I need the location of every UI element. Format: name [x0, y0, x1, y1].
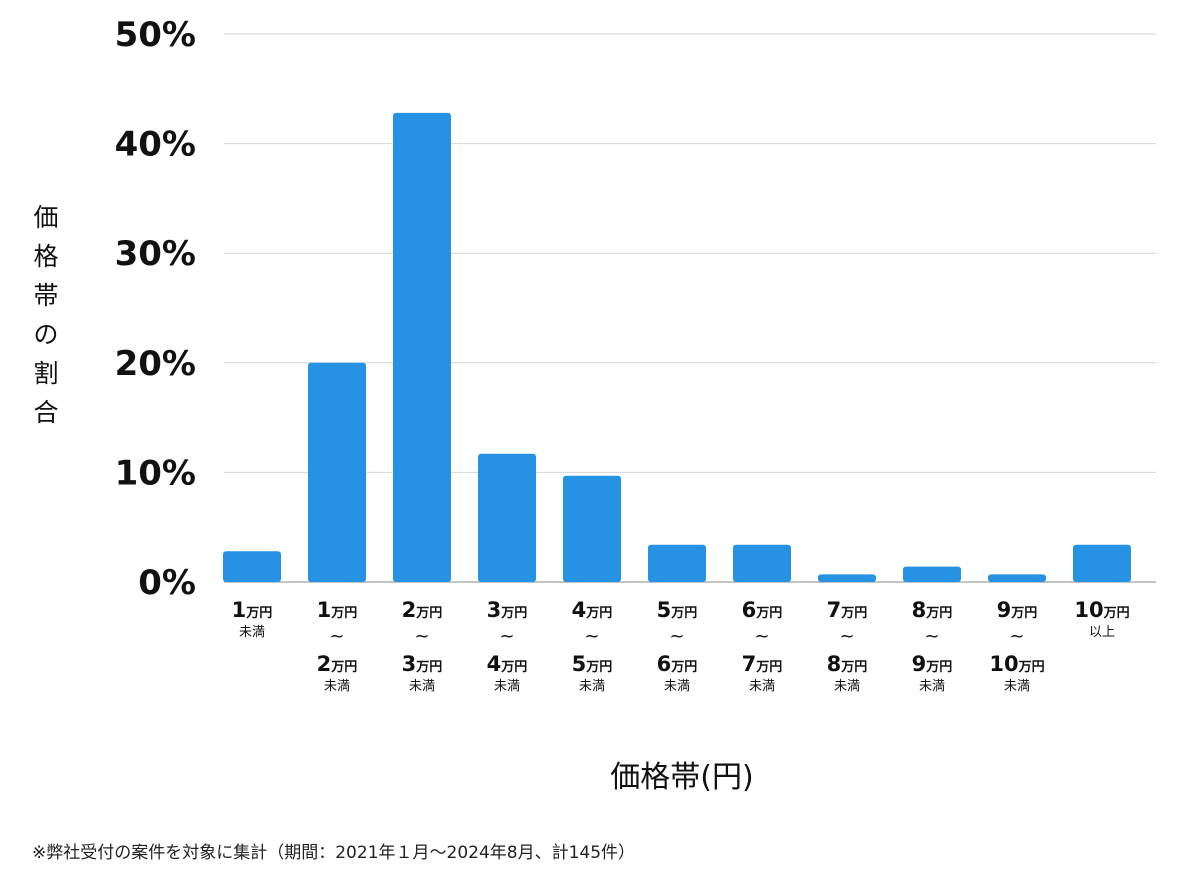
y-axis-label-char: 格 — [33, 242, 58, 271]
range-mark: ~ — [754, 626, 769, 647]
y-axis-label-char: の — [33, 320, 58, 349]
category-amount: 5万円 — [657, 598, 698, 622]
x-axis-label: 価格帯(円) — [610, 760, 753, 795]
y-tick-labels: 0% 10% 20% 30% 40% 50% — [115, 15, 196, 603]
category-amount: 9万円 — [997, 598, 1038, 622]
y-axis-label-char: 帯 — [33, 281, 58, 310]
y-tick-label: 0% — [138, 563, 196, 603]
category-note: 未満 — [324, 679, 350, 694]
category-amount: 8万円 — [827, 652, 868, 676]
y-axis-label-char: 合 — [33, 398, 58, 427]
category-amount: 2万円 — [402, 598, 443, 622]
category-note: 未満 — [494, 679, 520, 694]
category-amount: 7万円 — [827, 598, 868, 622]
category-note: 未満 — [664, 679, 690, 694]
category-amount: 4万円 — [487, 652, 528, 676]
bar — [988, 574, 1046, 582]
y-tick-label: 20% — [115, 344, 196, 384]
range-mark: ~ — [499, 626, 514, 647]
category-amount: 3万円 — [402, 652, 443, 676]
category-note: 未満 — [919, 679, 945, 694]
y-tick-label: 10% — [115, 453, 196, 493]
category-amount: 4万円 — [572, 598, 613, 622]
category-amount: 9万円 — [912, 652, 953, 676]
bar — [818, 574, 876, 582]
category-amount: 5万円 — [572, 652, 613, 676]
category-amount: 6万円 — [742, 598, 783, 622]
category-note: 未満 — [1004, 679, 1030, 694]
category-amount: 1万円 — [317, 598, 358, 622]
range-mark: ~ — [924, 626, 939, 647]
range-mark: ~ — [669, 626, 684, 647]
y-tick-label: 50% — [115, 15, 196, 55]
bars — [223, 112, 1131, 583]
range-mark: ~ — [584, 626, 599, 647]
category-amount: 6万円 — [657, 652, 698, 676]
bar — [563, 475, 621, 582]
category-amount: 7万円 — [742, 652, 783, 676]
bar — [733, 544, 791, 582]
bar — [1073, 544, 1131, 582]
bar — [393, 112, 451, 583]
bar — [308, 362, 366, 582]
y-tick-label: 30% — [115, 234, 196, 274]
range-mark: ~ — [839, 626, 854, 647]
category-note: 以上 — [1089, 625, 1115, 640]
category-amount: 8万円 — [912, 598, 953, 622]
y-axis-label-char: 割 — [33, 359, 58, 388]
y-tick-label: 40% — [115, 125, 196, 165]
category-note: 未満 — [834, 679, 860, 694]
category-note: 未満 — [579, 679, 605, 694]
bar — [903, 566, 961, 582]
range-mark: ~ — [329, 626, 344, 647]
category-amount: 1万円 — [232, 598, 273, 622]
x-category-labels: 1万円未満1万円~2万円未満2万円~3万円未満3万円~4万円未満4万円~5万円未… — [232, 598, 1130, 694]
bar — [478, 453, 536, 582]
range-mark: ~ — [414, 626, 429, 647]
bar — [223, 551, 281, 582]
category-amount: 3万円 — [487, 598, 528, 622]
footnote: ※弊社受付の案件を対象に集計（期間：2021年１月〜2024年8月、計145件） — [32, 843, 636, 863]
range-mark: ~ — [1009, 626, 1024, 647]
category-amount: 2万円 — [317, 652, 358, 676]
category-amount: 10万円 — [1074, 598, 1129, 622]
category-amount: 10万円 — [989, 652, 1044, 676]
y-axis-label-char: 価 — [33, 203, 58, 232]
category-note: 未満 — [239, 625, 265, 640]
bar — [648, 544, 706, 582]
category-note: 未満 — [409, 679, 435, 694]
category-note: 未満 — [749, 679, 775, 694]
